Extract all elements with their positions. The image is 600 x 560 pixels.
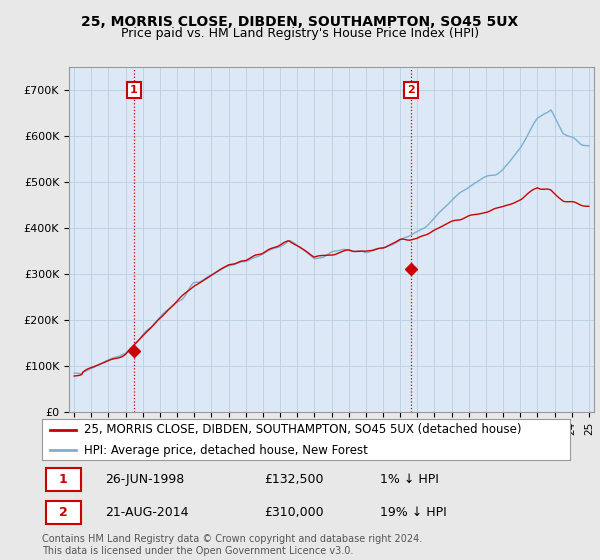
Text: 25, MORRIS CLOSE, DIBDEN, SOUTHAMPTON, SO45 5UX (detached house): 25, MORRIS CLOSE, DIBDEN, SOUTHAMPTON, S… — [84, 423, 522, 436]
Text: 2: 2 — [59, 506, 68, 519]
FancyBboxPatch shape — [46, 501, 80, 524]
Text: 1: 1 — [130, 85, 138, 95]
Text: HPI: Average price, detached house, New Forest: HPI: Average price, detached house, New … — [84, 444, 368, 456]
Text: £132,500: £132,500 — [264, 473, 323, 486]
Text: £310,000: £310,000 — [264, 506, 323, 519]
Text: 1: 1 — [59, 473, 68, 486]
Text: 19% ↓ HPI: 19% ↓ HPI — [380, 506, 446, 519]
FancyBboxPatch shape — [46, 468, 80, 491]
Text: 2: 2 — [407, 85, 415, 95]
Text: 25, MORRIS CLOSE, DIBDEN, SOUTHAMPTON, SO45 5UX: 25, MORRIS CLOSE, DIBDEN, SOUTHAMPTON, S… — [82, 15, 518, 29]
Text: Contains HM Land Registry data © Crown copyright and database right 2024.
This d: Contains HM Land Registry data © Crown c… — [42, 534, 422, 556]
Text: 21-AUG-2014: 21-AUG-2014 — [106, 506, 189, 519]
Text: 26-JUN-1998: 26-JUN-1998 — [106, 473, 185, 486]
Text: Price paid vs. HM Land Registry's House Price Index (HPI): Price paid vs. HM Land Registry's House … — [121, 27, 479, 40]
Text: 1% ↓ HPI: 1% ↓ HPI — [380, 473, 439, 486]
